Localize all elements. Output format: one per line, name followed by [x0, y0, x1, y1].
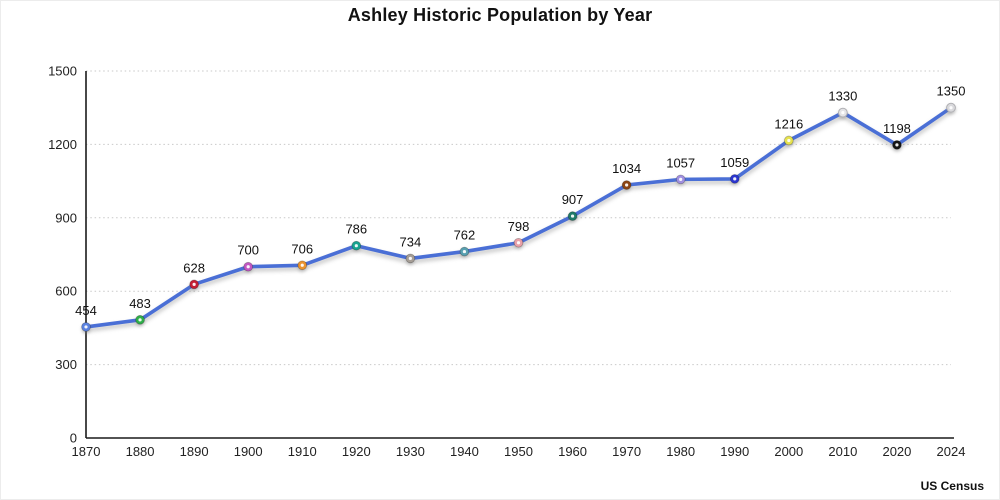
data-point-marker-1880[interactable]: [135, 315, 145, 325]
chart-title: Ashley Historic Population by Year: [347, 5, 653, 25]
x-tick-label: 1960: [558, 444, 587, 459]
data-point-label: 786: [345, 222, 367, 237]
y-tick-label: 600: [55, 284, 77, 299]
data-point-marker-2024[interactable]: [946, 102, 956, 113]
x-tick-label: 1950: [504, 444, 533, 459]
x-tick-label: 1920: [342, 444, 371, 459]
data-point-marker-1980[interactable]: [675, 174, 686, 185]
x-tick-label: 1910: [288, 444, 317, 459]
x-tick-label: 1930: [396, 444, 425, 459]
data-point-marker-2000[interactable]: [784, 135, 794, 146]
data-point-label: 700: [237, 243, 259, 258]
data-point-label: 1198: [883, 121, 911, 136]
data-point-marker-1960[interactable]: [567, 211, 578, 221]
data-point-marker-2010[interactable]: [837, 107, 848, 118]
y-tick-label: 1500: [48, 64, 77, 79]
data-point-marker-1890[interactable]: [189, 279, 199, 290]
data-point-label: 762: [454, 228, 476, 243]
data-point-label: 798: [508, 219, 530, 234]
data-point-label: 1330: [828, 89, 857, 104]
x-tick-label: 1890: [180, 444, 209, 459]
data-point-marker-1940[interactable]: [459, 246, 470, 257]
data-point-label: 628: [183, 260, 205, 275]
x-tick-label: 2010: [828, 444, 857, 459]
y-tick-label: 1200: [48, 137, 77, 152]
data-point-label: 1350: [937, 84, 966, 99]
source-attribution-label: US Census: [920, 479, 984, 493]
x-tick-label: 1980: [666, 444, 695, 459]
data-point-marker-1900[interactable]: [243, 261, 253, 272]
x-tick-label: 1970: [612, 444, 641, 459]
data-point-marker-1930[interactable]: [405, 253, 416, 264]
y-tick-label: 0: [70, 431, 77, 446]
data-point-marker-1910[interactable]: [297, 260, 308, 271]
x-tick-label: 1900: [234, 444, 263, 459]
x-tick-label: 1880: [126, 444, 155, 459]
data-point-label: 907: [562, 192, 584, 207]
data-point-marker-1870[interactable]: [81, 322, 91, 332]
data-point-label: 454: [75, 303, 97, 318]
data-point-marker-1990[interactable]: [729, 174, 740, 184]
data-point-label: 706: [291, 241, 313, 256]
data-point-marker-1950[interactable]: [513, 237, 524, 248]
data-point-marker-1920[interactable]: [351, 240, 362, 251]
x-tick-label: 2000: [774, 444, 803, 459]
x-tick-label: 1940: [450, 444, 479, 459]
x-tick-label: 2020: [882, 444, 911, 459]
data-point-label: 734: [400, 234, 422, 249]
data-point-label: 1034: [612, 161, 641, 176]
data-point-marker-1970[interactable]: [621, 180, 632, 190]
y-tick-label: 900: [55, 210, 77, 225]
x-tick-label: 2024: [937, 444, 966, 459]
x-tick-label: 1990: [720, 444, 749, 459]
data-point-marker-2020[interactable]: [892, 140, 902, 150]
data-point-label: 1057: [666, 155, 695, 170]
data-point-label: 483: [129, 296, 151, 311]
data-point-label: 1216: [774, 116, 803, 131]
x-tick-label: 1870: [72, 444, 101, 459]
data-point-label: 1059: [720, 155, 749, 170]
y-tick-label: 300: [55, 357, 77, 372]
